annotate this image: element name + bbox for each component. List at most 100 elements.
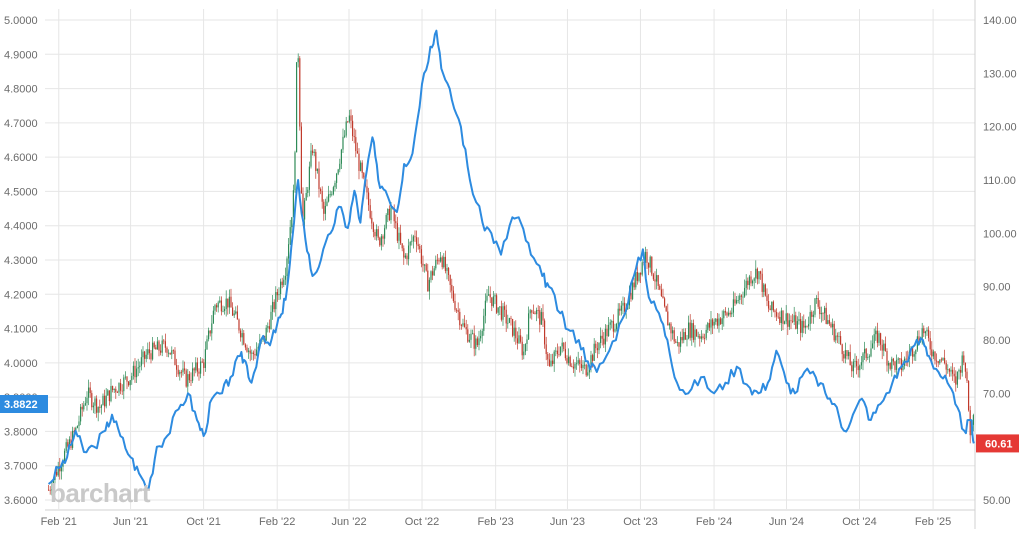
- candle-body: [737, 299, 739, 301]
- candle-body: [844, 350, 846, 359]
- candle-body: [646, 251, 648, 263]
- candle-body: [73, 430, 75, 433]
- candle-body: [359, 162, 362, 171]
- candle-body: [867, 357, 869, 359]
- candle-body: [188, 374, 190, 381]
- candle-body: [143, 351, 146, 359]
- candle-body: [587, 372, 589, 376]
- candle-body: [273, 301, 275, 310]
- candle-body: [689, 322, 691, 338]
- candle-body: [639, 272, 642, 275]
- candle-body: [771, 301, 773, 311]
- left-tick-label: 3.6000: [4, 495, 38, 507]
- candle-body: [238, 319, 240, 331]
- candle-body: [302, 193, 304, 220]
- candle-body: [489, 294, 491, 298]
- candle-body: [326, 201, 328, 206]
- candle-body: [180, 371, 182, 373]
- candle-body: [470, 333, 472, 340]
- candle-body: [358, 153, 360, 171]
- candle-body: [846, 350, 848, 357]
- candle-body: [57, 466, 59, 476]
- right-tick-label: 50.00: [983, 495, 1011, 507]
- candle-body: [537, 310, 539, 311]
- candle-body: [897, 358, 899, 360]
- candle-body: [441, 257, 443, 268]
- candle-body: [900, 358, 902, 371]
- candle-body: [835, 335, 837, 341]
- candle-body: [203, 362, 205, 368]
- candle-body: [92, 405, 94, 408]
- candle-body: [500, 306, 502, 320]
- candle-body: [895, 359, 898, 370]
- candle-body: [519, 335, 522, 342]
- candle-body: [707, 323, 709, 330]
- candle-body: [595, 343, 597, 349]
- series-candles: [47, 53, 974, 497]
- candle-body: [415, 237, 418, 245]
- candle-body: [830, 323, 832, 328]
- candle-body: [609, 322, 611, 325]
- candle-body: [60, 466, 62, 472]
- candle-body: [772, 301, 774, 311]
- candle-body: [265, 327, 267, 341]
- candle-body: [796, 321, 798, 329]
- candle-body: [163, 340, 165, 342]
- candle-body: [407, 245, 410, 260]
- candle-body: [275, 292, 277, 310]
- candle-body: [652, 274, 654, 280]
- candle-body: [619, 308, 621, 311]
- candle-body: [95, 398, 98, 413]
- candle-body: [694, 329, 696, 340]
- candle-body: [756, 268, 758, 280]
- candle-body: [156, 341, 158, 350]
- candle-body: [787, 313, 789, 327]
- candle-body: [534, 312, 536, 315]
- candle-body: [412, 236, 414, 242]
- candle-body: [513, 327, 515, 336]
- candle-body: [492, 296, 494, 307]
- candle-body: [52, 479, 54, 490]
- candle-body: [833, 323, 835, 341]
- candle-body: [284, 275, 286, 280]
- right-tick-label: 70.00: [983, 388, 1011, 400]
- candle-body: [868, 356, 870, 358]
- candle-body: [217, 302, 219, 308]
- candle-body: [839, 336, 842, 345]
- candle-body: [779, 316, 781, 324]
- candle-body: [604, 328, 606, 345]
- left-tick-label: 4.6000: [4, 152, 38, 164]
- candle-body: [731, 312, 733, 315]
- candle-body: [220, 300, 222, 312]
- candle-body: [913, 354, 915, 357]
- candle-body: [327, 194, 330, 202]
- right-axis-ticks: 140.00 130.00 120.00 110.00 100.00 90.00 80.00…: [983, 15, 1017, 507]
- left-tick-label: 5.0000: [4, 15, 38, 27]
- candle-body: [790, 320, 792, 322]
- candle-body: [124, 376, 126, 378]
- candle-body: [939, 359, 941, 364]
- candle-body: [548, 359, 550, 366]
- candle-body: [508, 318, 510, 323]
- candle-body: [959, 369, 962, 373]
- candle-body: [65, 442, 67, 451]
- candle-body: [691, 323, 693, 338]
- candle-body: [767, 300, 770, 309]
- candle-body: [535, 310, 538, 315]
- candle-body: [716, 318, 718, 326]
- candle-body: [62, 462, 64, 467]
- candle-body: [451, 284, 453, 291]
- candle-body: [59, 466, 61, 472]
- candle-body: [230, 296, 232, 308]
- candle-body: [366, 186, 368, 193]
- candle-body: [969, 410, 971, 436]
- candle-body: [118, 383, 120, 393]
- candle-body: [531, 310, 533, 313]
- candle-body: [299, 58, 301, 127]
- candle-body: [780, 310, 782, 324]
- candle-body: [723, 311, 725, 319]
- candle-body: [886, 351, 888, 366]
- candle-body: [148, 349, 150, 354]
- candle-body: [540, 312, 542, 325]
